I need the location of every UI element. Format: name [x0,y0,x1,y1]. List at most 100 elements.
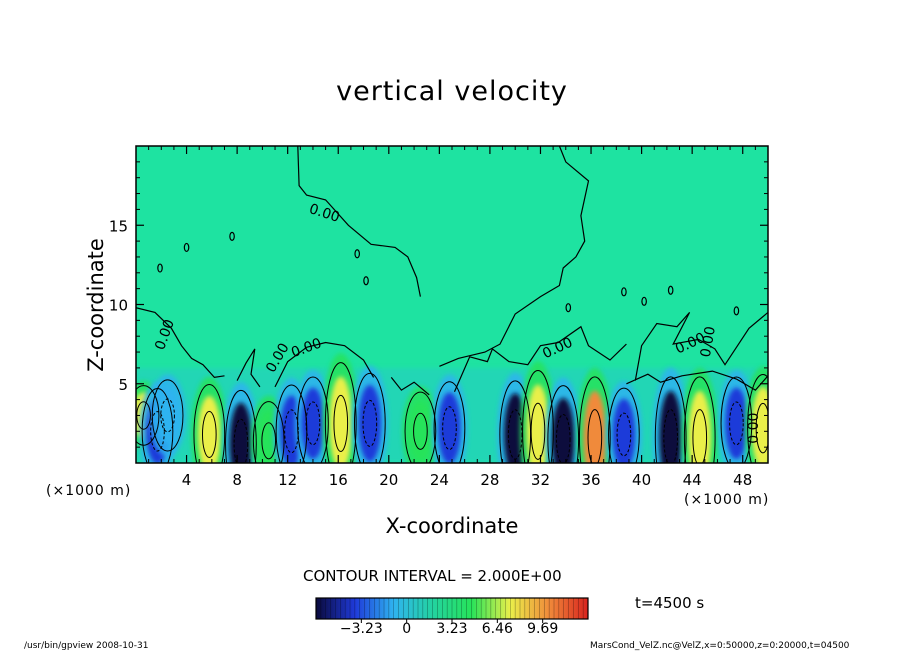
cell-contour-inner [362,399,378,447]
colorbar-tick-label: 0 [402,621,412,637]
zero-contour-line [236,348,261,388]
cell-contour [654,376,687,463]
zero-contour-line [453,325,627,392]
velocity-cell [751,386,768,463]
contour-blob [667,285,674,295]
contour-blob [157,263,163,273]
cell-contour-inner [692,409,708,463]
cell-contour [275,384,308,463]
contour-label: 0.00 [746,413,762,444]
cell-contour [522,370,554,463]
velocity-cell [688,390,712,463]
cell-contour-inner [413,412,428,450]
cell-contour [747,374,768,463]
footer-right: MarsCond_VelZ.nc@VelZ,x=0:50000,z=0:2000… [590,641,850,651]
x-axis-label: X-coordinate [385,514,519,538]
cell-contour-inner [201,410,217,459]
cell-contour [608,387,640,463]
contour-blob [641,296,647,306]
colorbar-tick-label: 3.23 [436,621,468,637]
velocity-cell [659,390,683,463]
x-tick-label: 28 [480,471,499,489]
velocity-cell [156,388,179,443]
contour-blob [354,249,361,259]
cell-contour-inner [150,411,165,452]
contour-interval: CONTOUR INTERVAL = 2.000E+00 [303,567,562,585]
cell-contour [547,385,580,463]
cell-contour-inner [305,401,321,446]
cell-contour [252,401,285,463]
velocity-cell [301,387,325,460]
contour-label: 0.00 [698,325,719,358]
velocity-cell [725,387,748,460]
cell-contour [136,385,160,446]
velocity-cell [197,396,221,463]
velocity-cell [551,398,575,463]
y-axis-unit: (×1000 m) [46,483,132,499]
contour-blob [229,231,235,241]
time-label: t=4500 s [635,594,705,612]
cell-contour [324,362,357,463]
velocity-cell [438,392,461,463]
x-tick-label: 4 [182,471,192,489]
chart-title: vertical velocity [336,76,568,107]
colorbar-tick-label: 6.46 [481,621,513,637]
cell-contour [404,391,437,463]
x-tick-label: 44 [683,471,702,489]
y-tick-label: 10 [109,297,128,315]
cell-contour-inner [587,409,603,463]
cell-contour-inner [616,412,632,457]
colorbar-tick-label: −3.23 [339,621,383,637]
zero-contour-line [136,307,225,379]
contour-blob [621,287,627,297]
contour-blob [363,276,369,286]
cell-contour [297,376,329,463]
footer-left: /usr/bin/gpview 2008-10-31 [24,641,149,651]
cell-contour-inner [233,418,249,463]
x-tick-label: 20 [379,471,398,489]
cell-contour-inner [555,414,571,463]
cell-contour [151,379,184,452]
x-tick-label: 24 [430,471,449,489]
velocity-cell [329,376,353,463]
zero-contour-line [626,370,768,391]
velocity-cell [409,401,432,462]
contour-blob [565,303,572,313]
velocity-cell [583,390,607,463]
contour-blob [733,306,740,316]
cell-contour-inner [755,402,768,454]
x-tick-label: 40 [632,471,651,489]
cell-contour-inner [442,406,457,451]
cell-contour-inner [530,402,546,460]
velocity-cell [358,384,382,462]
x-axis-unit: (×1000 m) [684,492,770,508]
colorbar-tick-label: 9.69 [527,621,559,637]
zero-contour-line [634,311,768,381]
x-tick-label: 12 [278,471,297,489]
cell-contour [720,376,753,463]
cell-contour [193,384,226,463]
cell-contour [578,376,611,463]
cell-contour-inner [261,422,277,460]
x-tick-label: 8 [232,471,242,489]
cell-contour [225,389,257,463]
zero-contour-line [297,146,421,297]
x-tick-label: 36 [581,471,600,489]
cell-contour-inner [333,394,349,452]
x-tick-label: 48 [733,471,752,489]
cell-contour [433,381,466,463]
cell-contour [683,376,716,463]
cell-contour-inner [160,398,175,433]
velocity-cell [229,402,253,463]
zero-contour-line [439,146,590,367]
zero-contour-line [390,377,430,396]
cell-contour [499,380,532,463]
y-tick-label: 5 [118,376,128,394]
zero-contour-line [274,341,375,388]
cell-contour-inner [729,401,744,446]
x-tick-label: 32 [531,471,550,489]
cell-contour [353,372,386,463]
cell-contour-inner [663,409,678,463]
contour-blob [183,242,190,253]
